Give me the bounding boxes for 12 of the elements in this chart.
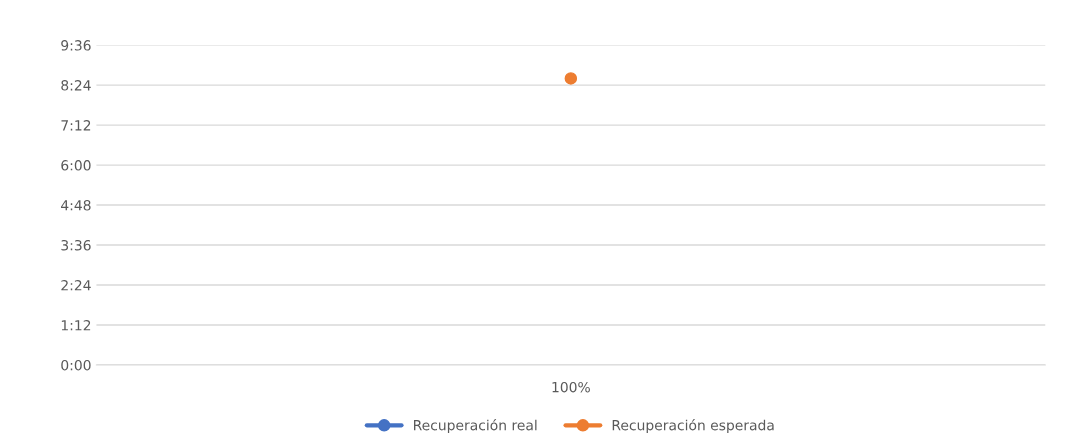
y-tick-label: 6:00 (61, 160, 91, 171)
y-tick-label: 4:48 (61, 200, 91, 211)
x-tick-label: 100% (552, 381, 590, 393)
y-tick-label: 7:12 (61, 120, 91, 131)
y-tick-label: 8:24 (61, 80, 91, 91)
legend-label: Recuperación esperada (612, 419, 774, 434)
y-tick-label: 9:36 (61, 40, 91, 51)
y-tick-label: 2:24 (61, 280, 91, 291)
y-tick-label: 1:12 (61, 319, 91, 331)
y-tick-label: 3:36 (61, 240, 91, 251)
y-tick-label: 0:00 (61, 359, 91, 371)
legend-label: Recuperación real (414, 419, 537, 434)
